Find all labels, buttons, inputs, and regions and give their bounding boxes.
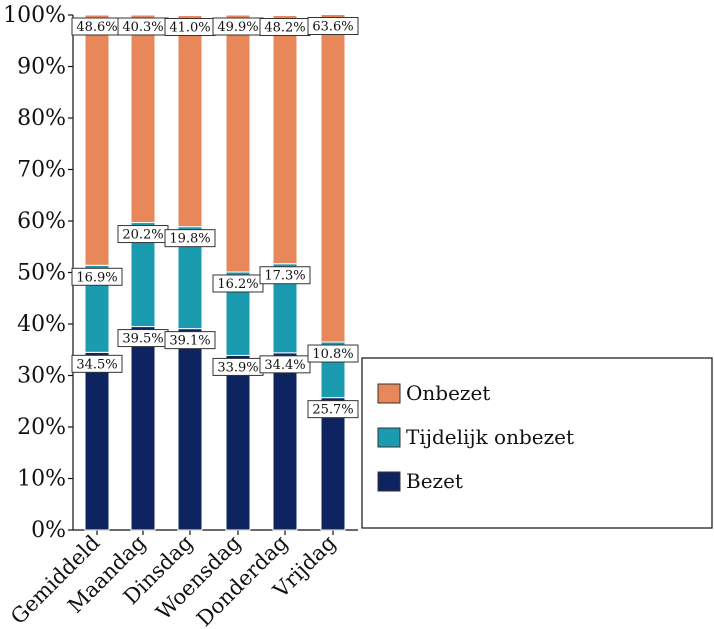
data-label-onbezet-woensdag: 49.9% (212, 17, 264, 36)
data-label-bezet-woensdag: 33.9% (212, 357, 264, 376)
data-label-onbezet-dinsdag: 41.0% (164, 18, 216, 37)
data-label-text: 10.8% (312, 347, 353, 362)
y-tick-label: 50% (17, 261, 66, 286)
chart-data-labels: 34.5% 16.9% 48.6% 39.5% 20.2% 40.3% 39.1% 19.8%… (71, 16, 359, 419)
data-label-box (164, 331, 216, 350)
y-tick-label: 20% (17, 415, 66, 440)
data-label-text: 16.2% (217, 277, 258, 292)
data-label-bezet-donderdag: 34.4% (259, 355, 311, 374)
legend-swatch (377, 383, 401, 404)
legend-label: Bezet (406, 469, 463, 493)
data-label-box (259, 355, 311, 374)
legend-item-onbezet: Onbezet (377, 381, 490, 405)
legend-swatch (377, 471, 401, 492)
bar-onbezet-maandag (130, 14, 156, 224)
data-label-text: 39.5% (122, 332, 163, 347)
bar-onbezet-donderdag (272, 15, 298, 265)
bar-bezet-vrijdag (320, 397, 346, 531)
data-label-text: 49.9% (217, 20, 258, 35)
y-tick-label: 100% (3, 3, 66, 28)
y-tick-label: 10% (17, 467, 66, 492)
legend-swatch (377, 427, 401, 448)
data-label-text: 33.9% (217, 360, 258, 375)
bar-bezet-gemiddeld (84, 351, 110, 531)
bar-bezet-dinsdag (177, 328, 203, 531)
bar-onbezet-vrijdag (320, 13, 346, 343)
data-label-box (259, 266, 311, 285)
data-label-text: 63.6% (312, 19, 353, 34)
data-label-onbezet-gemiddeld: 48.6% (71, 17, 123, 36)
data-label-box (307, 16, 359, 35)
data-label-box (71, 267, 123, 286)
data-label-box (307, 344, 359, 363)
y-tick-label: 70% (17, 158, 66, 183)
y-tick-label: 80% (17, 106, 66, 131)
data-label-tijdelijk-onbezet-dinsdag: 19.8% (164, 229, 216, 248)
y-tick-label: 30% (17, 364, 66, 389)
data-label-box (71, 354, 123, 373)
data-label-text: 34.5% (76, 357, 117, 372)
data-label-text: 41.0% (169, 21, 210, 36)
data-label-bezet-gemiddeld: 34.5% (71, 354, 123, 373)
bar-bezet-donderdag (272, 352, 298, 531)
data-label-onbezet-maandag: 40.3% (117, 17, 169, 36)
legend-box (361, 357, 713, 529)
data-label-text: 16.9% (76, 270, 117, 285)
data-label-text: 34.4% (264, 358, 305, 373)
data-label-box (307, 400, 359, 419)
bar-onbezet-gemiddeld (84, 14, 110, 266)
data-label-text: 17.3% (264, 269, 305, 284)
data-label-text: 40.3% (122, 20, 163, 35)
data-label-tijdelijk-onbezet-gemiddeld: 16.9% (71, 267, 123, 286)
data-label-text: 48.2% (264, 21, 305, 36)
data-label-text: 20.2% (122, 228, 163, 243)
y-tick-label: 90% (17, 55, 66, 80)
data-label-bezet-dinsdag: 39.1% (164, 331, 216, 350)
bar-onbezet-woensdag (225, 14, 251, 273)
legend-label: Tijdelijk onbezet (406, 425, 574, 449)
legend-item-tijdelijk-onbezet: Tijdelijk onbezet (377, 425, 574, 449)
data-label-onbezet-donderdag: 48.2% (259, 18, 311, 37)
data-label-text: 39.1% (169, 334, 210, 349)
bar-bezet-maandag (130, 326, 156, 531)
y-tick-label: 60% (17, 209, 66, 234)
legend-label: Onbezet (406, 381, 490, 405)
y-tick-label: 0% (31, 518, 66, 543)
data-label-tijdelijk-onbezet-vrijdag: 10.8% (307, 344, 359, 363)
data-label-bezet-maandag: 39.5% (117, 329, 169, 348)
bar-onbezet-dinsdag (177, 15, 203, 228)
data-label-tijdelijk-onbezet-woensdag: 16.2% (212, 274, 264, 293)
data-label-text: 48.6% (76, 20, 117, 35)
chart-legend: Onbezet Tijdelijk onbezet Bezet (361, 357, 713, 529)
y-tick-label: 40% (17, 312, 66, 337)
data-label-box (164, 229, 216, 248)
data-label-text: 25.7% (312, 403, 353, 418)
legend-item-bezet: Bezet (377, 469, 463, 493)
data-label-tijdelijk-onbezet-donderdag: 17.3% (259, 266, 311, 285)
data-label-tijdelijk-onbezet-maandag: 20.2% (117, 225, 169, 244)
data-label-text: 19.8% (169, 232, 210, 247)
data-label-bezet-vrijdag: 25.7% (307, 400, 359, 419)
data-label-onbezet-vrijdag: 63.6% (307, 16, 359, 35)
bar-bezet-woensdag (225, 354, 251, 531)
